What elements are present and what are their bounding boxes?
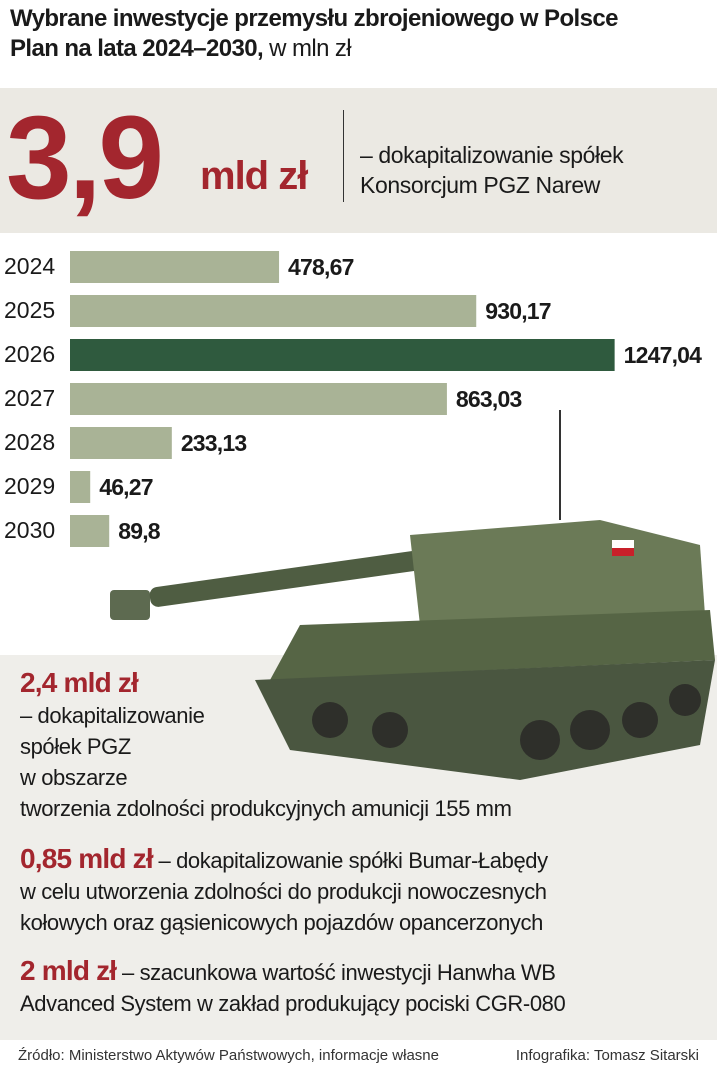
category-label: 2024 bbox=[4, 253, 55, 279]
note-text: tworzenia zdolności produkcyjnych amunic… bbox=[20, 796, 512, 821]
bar bbox=[70, 251, 280, 283]
author: Infografika: Tomasz Sitarski bbox=[515, 1047, 699, 1064]
value-label: 478,67 bbox=[288, 254, 354, 280]
bar bbox=[70, 295, 477, 327]
value-label: 863,03 bbox=[456, 386, 522, 412]
subtitle-line: Plan na lata 2024–2030, w mln zł bbox=[10, 34, 618, 64]
category-label: 2026 bbox=[4, 341, 55, 367]
category-label: 2029 bbox=[4, 473, 55, 499]
note-text: spółek PGZ bbox=[20, 734, 131, 759]
note-text: Advanced System w zakład produkujący poc… bbox=[20, 991, 566, 1016]
note: 0,85 mld zł – dokapitalizowanie spółki B… bbox=[20, 843, 548, 938]
bar bbox=[70, 515, 110, 547]
highlight-panel: 3,9 mld zł – dokapitalizowanie spółek Ko… bbox=[0, 88, 717, 233]
title: Wybrane inwestycje przemysłu zbrojeniowe… bbox=[10, 5, 618, 32]
note-amount: 0,85 mld zł bbox=[20, 843, 154, 874]
note-text: – dokapitalizowanie bbox=[20, 703, 205, 728]
note-text: w obszarze bbox=[20, 765, 128, 790]
note-amount: 2 mld zł bbox=[20, 955, 117, 986]
value-label: 46,27 bbox=[99, 474, 153, 500]
category-label: 2028 bbox=[4, 429, 55, 455]
value-label: 89,8 bbox=[118, 518, 161, 544]
note-text: – dokapitalizowanie spółki Bumar-Łabędy bbox=[158, 848, 549, 873]
highlight-unit: mld zł bbox=[200, 154, 308, 198]
note-text: kołowych oraz gąsienicowych pojazdów opa… bbox=[20, 910, 543, 935]
note-text: w celu utworzenia zdolności do produkcji… bbox=[20, 879, 547, 904]
notes-panel: 2,4 mld zł – dokapitalizowanie spółek PGZ w… bbox=[0, 655, 717, 1040]
category-label: 2030 bbox=[4, 517, 55, 543]
category-label: 2025 bbox=[4, 297, 55, 323]
highlight-line: Konsorcjum PGZ Narew bbox=[360, 172, 600, 198]
unit: w mln zł bbox=[269, 35, 352, 62]
category-label: 2027 bbox=[4, 385, 55, 411]
bar bbox=[70, 339, 615, 371]
value-label: 930,17 bbox=[485, 298, 551, 324]
highlight-text: – dokapitalizowanie spółek Konsorcjum PG… bbox=[360, 140, 624, 200]
value-label: 233,13 bbox=[181, 430, 247, 456]
note-amount: 2,4 mld zł bbox=[20, 667, 139, 698]
note: 2 mld zł – szacunkowa wartość inwestycji… bbox=[20, 955, 566, 1019]
chart: 2024 478,67 2025 930,17 2026 1247,04 2027 863,0… bbox=[4, 251, 703, 547]
highlight-amount: 3,9 bbox=[6, 92, 164, 224]
divider bbox=[343, 110, 344, 202]
subtitle: Plan na lata 2024–2030, bbox=[10, 35, 264, 62]
title-block: Wybrane inwestycje przemysłu zbrojeniowe… bbox=[10, 4, 618, 64]
highlight-line: – dokapitalizowanie spółek bbox=[360, 142, 624, 168]
bar bbox=[70, 383, 447, 415]
note: 2,4 mld zł – dokapitalizowanie spółek PGZ w… bbox=[20, 667, 512, 824]
note-text: – szacunkowa wartość inwestycji Hanwha W… bbox=[122, 960, 556, 985]
bar bbox=[70, 427, 172, 459]
source: Źródło: Ministerstwo Aktywów Państwowych… bbox=[18, 1047, 439, 1064]
bar bbox=[70, 471, 91, 503]
value-label: 1247,04 bbox=[624, 342, 703, 368]
